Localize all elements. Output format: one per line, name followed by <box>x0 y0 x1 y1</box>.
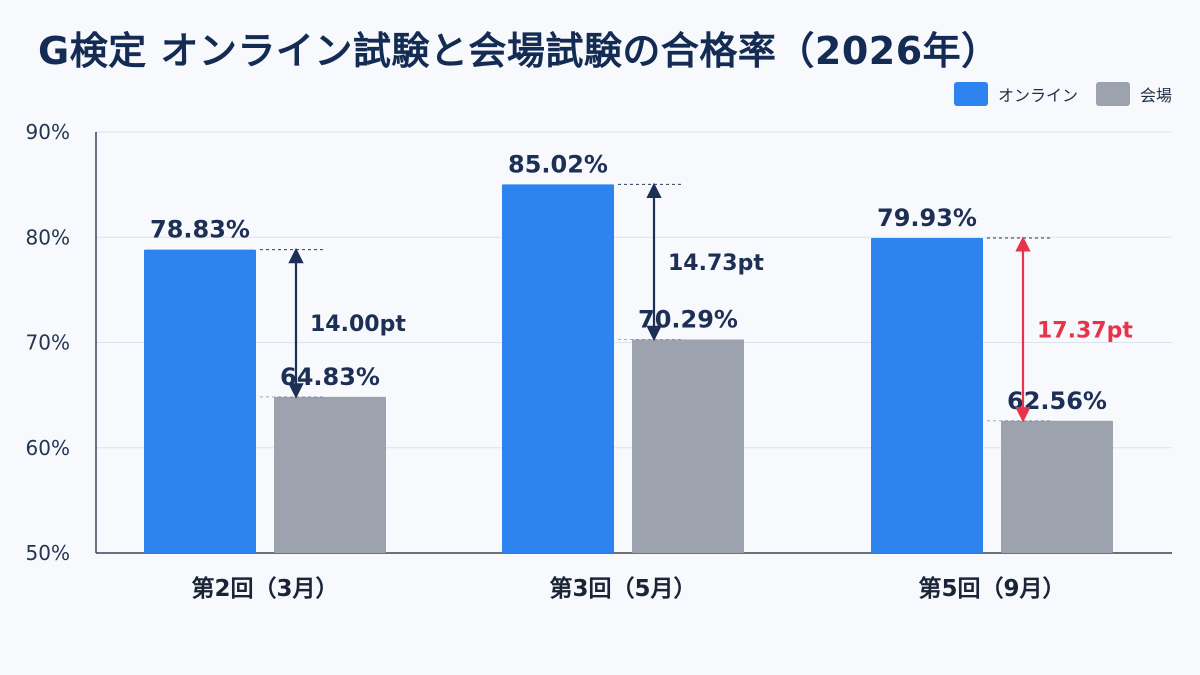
y-tick-label: 70% <box>26 331 70 355</box>
legend-item-online: オンライン <box>953 82 1078 106</box>
data-label-online: 78.83% <box>150 216 250 244</box>
bar-online <box>502 184 614 554</box>
legend-swatch-online <box>953 82 988 106</box>
legend-item-venue: 会場 <box>1095 82 1172 106</box>
legend-label-venue: 会場 <box>1139 86 1172 105</box>
legend-swatch-venue <box>1095 82 1130 106</box>
legend: オンライン 会場 <box>953 82 1172 106</box>
bar-online <box>871 237 983 553</box>
chart-title: G検定 オンライン試験と会場試験の合格率（2026年） <box>38 29 1000 73</box>
data-label-online: 79.93% <box>877 204 977 232</box>
bar-online <box>144 249 256 553</box>
x-category-label: 第3回（5月） <box>549 575 696 602</box>
x-category-label: 第5回（9月） <box>918 575 1065 602</box>
y-tick-label: 80% <box>26 225 70 249</box>
difference-label: 17.37pt <box>1037 318 1133 343</box>
bar-venue <box>1001 420 1113 553</box>
difference-label: 14.00pt <box>310 312 406 337</box>
legend-label-online: オンライン <box>997 86 1078 105</box>
y-tick-label: 90% <box>26 120 70 144</box>
data-label-online: 85.02% <box>508 150 608 178</box>
y-tick-label: 60% <box>26 436 70 460</box>
difference-label: 14.73pt <box>668 251 764 276</box>
bar-venue <box>632 339 744 553</box>
x-category-label: 第2回（3月） <box>191 575 338 602</box>
bar-venue <box>274 396 386 553</box>
y-tick-label: 50% <box>26 541 70 565</box>
